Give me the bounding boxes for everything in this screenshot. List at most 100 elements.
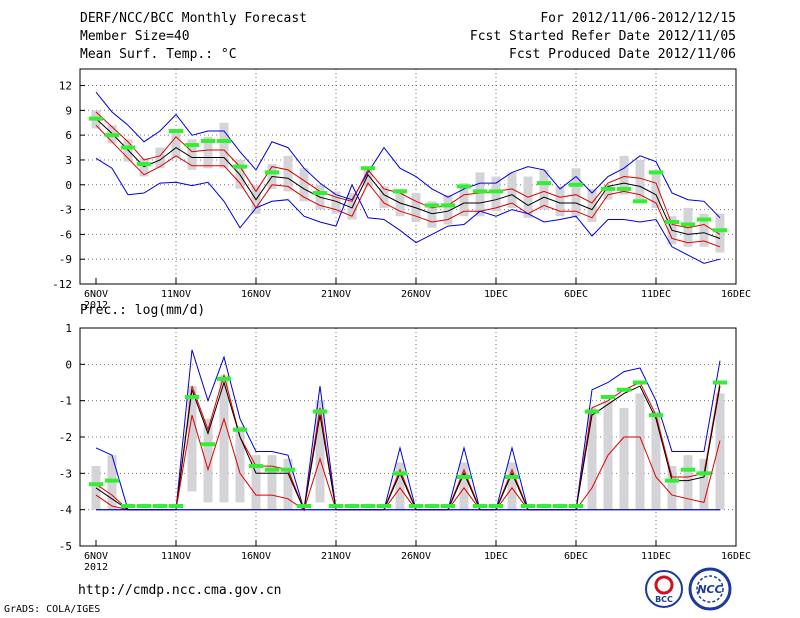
panel2-obs-marker <box>456 474 472 479</box>
panel1-obs-marker <box>424 203 440 208</box>
panel2-obs-marker <box>536 504 552 509</box>
panel1-obs-marker <box>488 189 504 194</box>
panel2-obs-marker <box>504 474 520 479</box>
panel1-obs-marker <box>120 145 136 150</box>
member-size: Member Size=40 <box>80 29 190 44</box>
panel2-series-p-high <box>95 373 721 512</box>
ncc-logo-globe <box>696 575 724 603</box>
panel1-xtick-label: 1DEC <box>484 289 508 300</box>
panel2-spread-box <box>635 393 645 510</box>
panel2-obs-marker <box>520 504 536 509</box>
panel2-year-label: 2012 <box>84 562 108 573</box>
panel2-obs-marker <box>264 467 280 472</box>
panel2-obs-marker <box>328 504 344 509</box>
panel2-spread-box <box>507 462 517 510</box>
panel2-spread-box <box>619 407 629 510</box>
panel2-spread-box <box>683 455 693 510</box>
panel2-spread-box <box>651 411 661 510</box>
panel2-obs-marker <box>248 464 264 469</box>
panel2-spread-box <box>235 426 245 503</box>
panel1-xtick-label: 26NOV <box>401 289 431 300</box>
panel2-ytick-label: -2 <box>59 431 72 444</box>
panel1-spread-box <box>347 193 357 220</box>
panel2-xtick-label: 11DEC <box>641 551 671 562</box>
panel2-xtick-label: 16NOV <box>241 551 271 562</box>
panel1-spread-box <box>555 186 565 217</box>
panel1-spread-box <box>571 168 581 217</box>
panel1-ytick-label: 6 <box>65 129 72 142</box>
panel1-obs-marker <box>392 189 408 194</box>
panel2-obs-marker <box>232 427 248 432</box>
panel2-xtick-label: 6NOV <box>84 551 108 562</box>
panel1-xtick-label: 21NOV <box>321 289 351 300</box>
panel2-spread-box <box>267 455 277 510</box>
panel2-series-max <box>95 349 721 511</box>
panel2-series-p-low <box>95 415 721 511</box>
panel2-obs-marker <box>136 504 152 509</box>
panel2-spread-box <box>715 393 725 510</box>
panel2-spread-box <box>395 462 405 510</box>
panel1-spread-box <box>427 201 437 228</box>
ncc-logo: NCC <box>688 567 732 611</box>
panel2-obs-marker <box>120 504 136 509</box>
bcc-logo-text: BCC <box>655 595 673 604</box>
panel2-ytick-label: -3 <box>59 467 72 480</box>
panel2-frame <box>79 327 737 547</box>
panel2-obs-marker <box>200 442 216 447</box>
panel2-spread-box <box>459 462 469 510</box>
panel1-spread-box <box>363 168 373 187</box>
panel1-spread-box <box>299 168 309 202</box>
forecast-started-date: Fcst Started Refer Date 2012/11/05 <box>469 29 736 44</box>
panel2-obs-marker <box>616 387 632 392</box>
panel2-obs-marker <box>584 409 600 414</box>
bcc-logo-swirl <box>654 575 674 595</box>
panel1-obs-marker <box>264 170 280 175</box>
panel1-xtick-label: 11DEC <box>641 289 671 300</box>
panel1-obs-marker <box>472 189 488 194</box>
panel1-spread-box <box>603 184 613 200</box>
panel2-obs-marker <box>312 409 328 414</box>
panel2-obs-marker <box>360 504 376 509</box>
panel2-ytick-label: 0 <box>65 358 72 371</box>
panel1-spread-box <box>155 147 165 169</box>
panel1-spread-box <box>203 136 213 169</box>
panel2-spread-box <box>219 375 229 503</box>
panel1-spread-box <box>587 188 597 222</box>
panel1-obs-marker <box>312 191 328 196</box>
panel1-spread-box <box>171 131 181 159</box>
panel1-obs-marker <box>232 164 248 169</box>
panel1-obs-marker <box>216 138 232 143</box>
panel1-spread-box <box>443 194 453 225</box>
panel1-obs-marker <box>200 138 216 143</box>
panel1-series-min <box>95 157 721 264</box>
panel2-obs-marker <box>344 504 360 509</box>
panel1-ytick-label: 0 <box>65 179 72 192</box>
forecast-produced-date: Fcst Produced Date 2012/11/06 <box>509 47 736 62</box>
panel2-obs-marker <box>568 504 584 509</box>
panel1-xtick-label: 6NOV <box>84 289 108 300</box>
panel2-spread-box <box>699 458 709 510</box>
source-url[interactable]: http://cmdp.ncc.cma.gov.cn <box>78 583 282 598</box>
panel2-obs-marker <box>712 380 728 385</box>
panel1-obs-marker <box>616 186 632 191</box>
panel1-ytick-label: -3 <box>59 204 72 217</box>
panel1-ytick-label: 12 <box>59 80 72 93</box>
panel1-spread-box <box>187 139 197 170</box>
panel1-spread-box <box>219 122 229 169</box>
panel1-spread-box <box>331 191 341 214</box>
panel2-obs-marker <box>440 504 456 509</box>
bcc-logo: BCC <box>645 570 683 608</box>
panel2-xtick-label: 6DEC <box>564 551 588 562</box>
panel1-xtick-label: 6DEC <box>564 289 588 300</box>
panel1-spread-box <box>651 172 661 208</box>
panel1-spread-box <box>475 172 485 217</box>
panel2-obs-marker <box>664 478 680 483</box>
panel2-obs-marker <box>88 482 104 487</box>
panel1-spread-box <box>619 155 629 195</box>
panel2-obs-marker <box>152 504 168 509</box>
panel2-ytick-label: -4 <box>59 504 73 517</box>
panel1-spread-box <box>539 169 549 210</box>
panel1-ytick-label: -9 <box>59 253 72 266</box>
panel2-spread-box <box>91 466 101 510</box>
